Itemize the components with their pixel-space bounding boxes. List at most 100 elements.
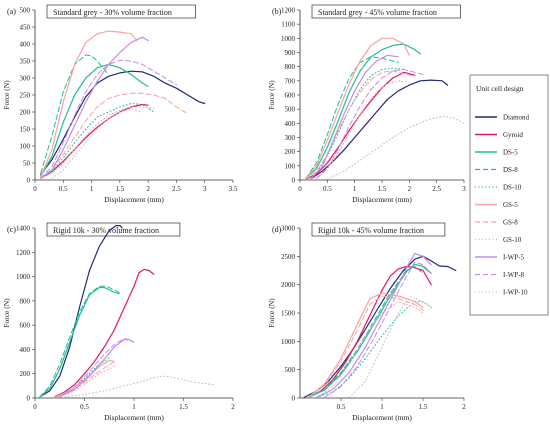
title-box (46, 222, 181, 237)
x-tick-label: 0.5 (323, 185, 332, 193)
y-tick-label: 2000 (281, 281, 296, 289)
y-tick-label: 350 (20, 58, 31, 66)
legend-label-ds-5: DS-5 (503, 149, 518, 157)
y-tick-label: 1400 (16, 225, 31, 233)
y-tick-label: 600 (20, 322, 31, 330)
y-tick-label: 0 (27, 177, 31, 185)
y-axis-label: Force (N) (267, 80, 276, 110)
series-line-gyroid (304, 71, 416, 180)
series-line-diamond (310, 79, 449, 180)
y-tick-label: 300 (20, 75, 31, 83)
series-line-gs-5 (40, 30, 138, 178)
legend-label-gyroid: Gyroid (503, 131, 523, 139)
x-tick-label: 0 (298, 185, 302, 193)
series-line-ds-5 (39, 286, 120, 398)
panel-label: (d) (272, 225, 282, 234)
y-tick-label: 1000 (16, 273, 31, 281)
panel-label: (c) (7, 225, 16, 234)
x-tick-label: 1 (132, 403, 136, 411)
panel-label: (b) (272, 7, 282, 16)
x-tick-label: 0.5 (80, 403, 89, 411)
y-tick-label: 900 (285, 49, 296, 57)
legend-label-i-wp-10: I-WP-10 (503, 289, 528, 297)
series-line-i-wp-5 (310, 54, 399, 180)
x-tick-label: 1 (90, 185, 94, 193)
series-line-i-wp-10 (51, 108, 143, 179)
series-line-gyroid (307, 265, 432, 398)
x-tick-label: 1.5 (115, 185, 124, 193)
y-tick-label: 0 (292, 177, 296, 185)
y-tick-label: 2500 (281, 253, 296, 261)
series-line-gs-8 (40, 92, 189, 179)
series-line-ds-5 (40, 63, 149, 178)
chart-panel-4: 0.5 1 1.5 2 0 500 1000 1500 2000 2500 3000 Displace… (267, 222, 466, 422)
x-tick-label: 3.5 (229, 185, 238, 193)
series-line-ds-10 (40, 103, 155, 179)
y-axis-label: Force (N) (2, 298, 11, 328)
series-line-ds-8 (307, 266, 424, 398)
y-tick-label: 500 (20, 7, 31, 15)
chart-panel-3: 0 0.5 1 1.5 2 0 200 400 600 800 1000 1200 1400 Displa… (2, 222, 235, 422)
y-tick-label: 200 (20, 109, 31, 117)
legend-label-ds-8: DS-8 (503, 166, 518, 174)
series-line-i-wp-8 (324, 261, 432, 398)
y-tick-label: 150 (20, 126, 31, 134)
series-line-ds-5 (307, 263, 432, 398)
chart-title: Standard grey - 45% volume fraction (318, 8, 437, 17)
series-line-gs-5 (304, 37, 410, 180)
chart-panel-2: 0 0.5 1 1.5 2 2.5 3 0 100 200 300 400 500 600 700 800 90… (267, 4, 466, 204)
x-tick-label: 2.5 (172, 185, 181, 193)
x-tick-label: 2 (146, 185, 150, 193)
x-tick-label: 0 (33, 185, 37, 193)
legend-box (469, 74, 549, 316)
legend-label-diamond: Diamond (503, 114, 530, 122)
y-axis-label: Force (N) (2, 80, 11, 110)
title-box (311, 4, 461, 19)
legend-label-gs-10: GS-10 (503, 236, 522, 244)
y-tick-label: 1100 (281, 21, 295, 29)
x-tick-label: 2 (408, 185, 412, 193)
series-line-i-wp-10 (326, 115, 465, 180)
series-line-i-wp-10 (64, 375, 214, 398)
series-line-diamond (303, 255, 457, 398)
legend-label-gs-5: GS-5 (503, 201, 518, 209)
y-tick-label: 250 (20, 92, 31, 100)
chart-title: Standard grey - 30% volume fraction (53, 8, 172, 17)
x-tick-label: 0 (33, 403, 37, 411)
y-tick-label: 1000 (281, 35, 296, 43)
y-tick-label: 400 (20, 41, 31, 49)
x-tick-label: 1.5 (378, 185, 387, 193)
y-tick-label: 200 (20, 370, 31, 378)
y-tick-label: 0 (292, 395, 296, 403)
series-line-i-wp-5 (59, 339, 135, 398)
x-tick-label: 1 (353, 185, 357, 193)
series-line-gs-10 (310, 80, 410, 180)
x-tick-label: 2.5 (432, 185, 441, 193)
y-tick-label: 500 (285, 106, 296, 114)
x-tick-label: 1.5 (179, 403, 188, 411)
series-line-gs-8 (307, 295, 424, 398)
title-box (311, 222, 446, 237)
x-axis-label: Displacement (mm) (352, 413, 412, 422)
series-line-gs-5 (307, 292, 424, 398)
y-tick-label: 100 (285, 162, 296, 170)
series-line-ds-5 (304, 43, 421, 180)
y-tick-label: 400 (20, 346, 31, 354)
x-axis-label: Displacement (mm) (352, 195, 412, 204)
series-line-i-wp-8 (315, 69, 427, 180)
series-line-gs-10 (40, 106, 155, 179)
series-line-gyroid (54, 268, 155, 398)
series-line-i-wp-8 (40, 59, 177, 179)
series-line-ds-10 (305, 67, 405, 180)
panel-label: (a) (7, 7, 16, 16)
y-tick-label: 500 (285, 366, 296, 374)
y-tick-label: 1500 (281, 310, 296, 318)
series-line-gyroid (40, 103, 149, 179)
x-tick-label: 3 (203, 185, 207, 193)
x-axis-label: Displacement (mm) (104, 195, 164, 204)
legend-label-ds-10: DS-10 (503, 184, 522, 192)
y-tick-label: 800 (285, 63, 296, 71)
x-tick-label: 1.5 (419, 403, 428, 411)
y-axis-label: Force (N) (267, 298, 276, 328)
series-line-ds-8 (40, 54, 109, 174)
